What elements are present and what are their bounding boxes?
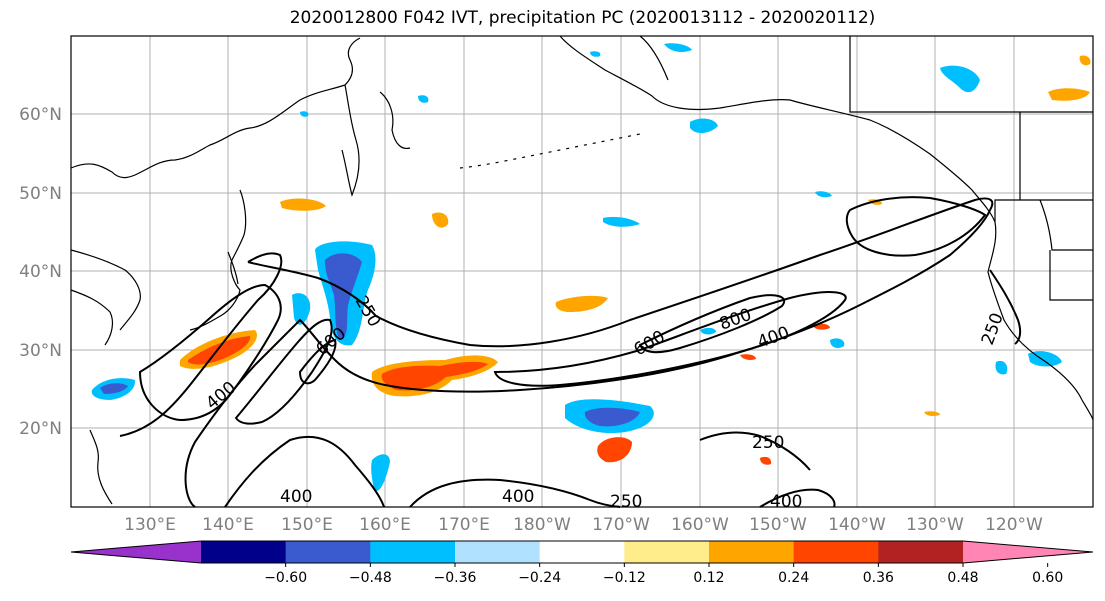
colorbar-tick-label: 0.48 bbox=[947, 570, 978, 586]
colorbar-tick-label: −0.24 bbox=[518, 570, 561, 586]
lon-label: 130°E bbox=[124, 515, 176, 535]
colorbar-tick-label: 0.12 bbox=[693, 570, 724, 586]
colorbar-tick-label: 0.60 bbox=[1032, 570, 1063, 586]
colorbar-segment bbox=[370, 541, 456, 563]
lon-label: 120°W bbox=[985, 515, 1043, 535]
colorbar-segment bbox=[709, 541, 795, 563]
lon-labels: 130°E 140°E 150°E 160°E 170°E 180°W 170°… bbox=[124, 515, 1043, 535]
lon-label: 180°W bbox=[513, 515, 571, 535]
colorbar-segment bbox=[624, 541, 710, 563]
colorbar-tick-label: −0.12 bbox=[603, 570, 646, 586]
colorbar-tick-label: −0.60 bbox=[264, 570, 307, 586]
lat-labels: 60°N 50°N 40°N 30°N 20°N bbox=[19, 105, 62, 439]
colorbar-tick-label: 0.24 bbox=[778, 570, 809, 586]
colorbar-segment bbox=[539, 541, 625, 563]
colorbar-segment bbox=[878, 541, 964, 563]
lat-label: 20°N bbox=[19, 419, 62, 439]
lon-label: 170°E bbox=[438, 515, 490, 535]
colorbar-segment bbox=[201, 541, 287, 563]
coastlines bbox=[70, 35, 1094, 505]
lon-label: 130°W bbox=[906, 515, 964, 535]
lat-label: 50°N bbox=[19, 184, 62, 204]
colorbar-tick-label: 0.36 bbox=[863, 570, 894, 586]
ivt-label: 250 bbox=[610, 492, 642, 512]
colorbar-tick-label: −0.48 bbox=[349, 570, 392, 586]
map-title: 2020012800 F042 IVT, precipitation PC (2… bbox=[289, 8, 876, 28]
graticule bbox=[71, 36, 1093, 507]
ivt-contours bbox=[119, 196, 1022, 508]
lon-label: 150°W bbox=[749, 515, 807, 535]
lat-label: 30°N bbox=[19, 341, 62, 361]
ivt-label: 400 bbox=[502, 487, 534, 507]
lat-label: 60°N bbox=[19, 105, 62, 125]
lon-label: 150°E bbox=[281, 515, 333, 535]
map-panel: 250 600 400 600 800 400 250 400 400 250 … bbox=[70, 35, 1094, 512]
colorbar-min-extend bbox=[71, 541, 201, 563]
colorbar: −0.60 −0.48 −0.36 −0.24 −0.12 0.12 0.24 0.36 0.4… bbox=[70, 540, 1094, 586]
colorbar-segment bbox=[793, 541, 879, 563]
lat-label: 40°N bbox=[19, 262, 62, 282]
ivt-label: 250 bbox=[752, 433, 784, 453]
ivt-label: 400 bbox=[770, 492, 802, 512]
colorbar-max-extend bbox=[963, 541, 1093, 563]
colorbar-outline bbox=[70, 540, 1094, 564]
lon-label: 160°E bbox=[359, 515, 411, 535]
lon-label: 140°E bbox=[202, 515, 254, 535]
colorbar-tick-label: −0.36 bbox=[434, 570, 477, 586]
lon-label: 170°W bbox=[592, 515, 650, 535]
ivt-label: 400 bbox=[280, 487, 312, 507]
colorbar-segment bbox=[455, 541, 541, 563]
colorbar-segment bbox=[285, 541, 371, 563]
lon-label: 160°W bbox=[671, 515, 729, 535]
lon-label: 140°W bbox=[828, 515, 886, 535]
map-frame bbox=[70, 35, 1094, 508]
